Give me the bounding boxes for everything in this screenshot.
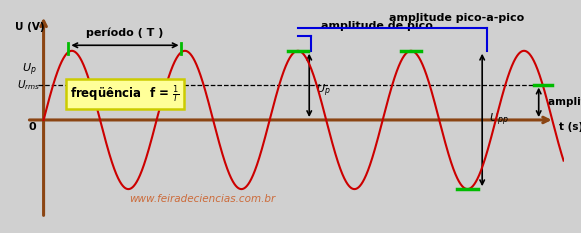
Text: $U_p$: $U_p$ [316,83,331,99]
Text: www.feiradeciencias.com.br: www.feiradeciencias.com.br [129,194,275,204]
Text: $U_{pp}$: $U_{pp}$ [489,112,508,128]
Text: freqüência  f = $\frac{1}{T}$: freqüência f = $\frac{1}{T}$ [70,83,180,105]
Text: amplitude rms: amplitude rms [548,97,581,107]
Text: período ( T ): período ( T ) [87,28,164,38]
Text: 0: 0 [28,122,36,132]
Text: amplitude pico-a-pico: amplitude pico-a-pico [389,13,524,23]
Text: t (s): t (s) [559,122,581,132]
Text: U (V): U (V) [15,22,45,32]
Text: $U_{rms}$: $U_{rms}$ [17,78,41,92]
Text: amplitude de pico: amplitude de pico [321,21,433,31]
Text: $U_p$: $U_p$ [21,62,36,78]
